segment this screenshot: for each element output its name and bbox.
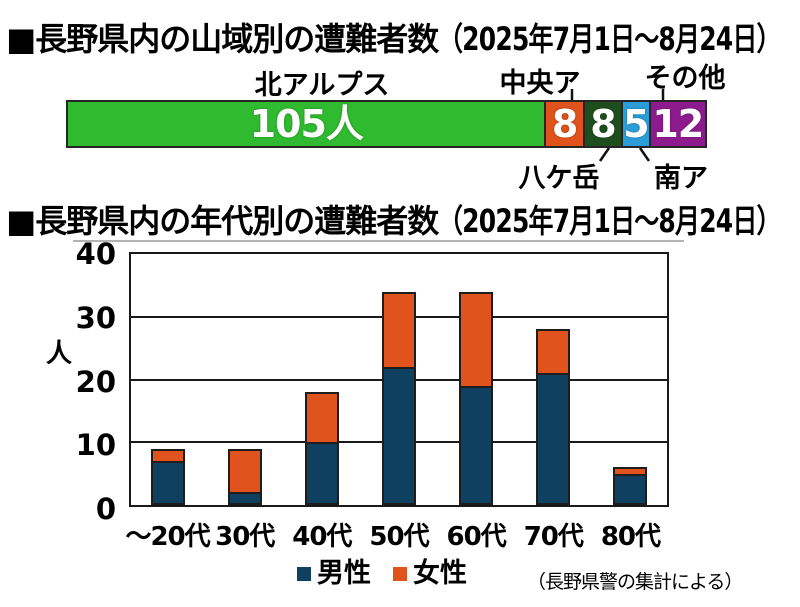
bar-male-～20代 xyxy=(150,461,185,505)
region-segment-1: 105人 xyxy=(68,102,545,146)
bar-female-40代 xyxy=(304,392,339,445)
bar-female-～20代 xyxy=(150,448,185,464)
bar-male-70代 xyxy=(536,373,571,505)
bar-male-50代 xyxy=(382,366,416,505)
x-tick-80代: 80代 xyxy=(600,522,661,552)
bar-female-60代 xyxy=(459,291,494,388)
region-segment-value: 8 xyxy=(551,102,578,146)
y-axis-unit-label: 人 xyxy=(46,339,73,369)
region-segment-4: 5 xyxy=(621,102,650,146)
label-sonota: その他 xyxy=(644,63,726,94)
x-tick-～20代: ～20代 xyxy=(125,522,210,552)
leader-yatsugatake xyxy=(598,147,611,162)
region-stacked-bar: 105人 8 8 5 12 xyxy=(66,100,707,148)
x-tick-50代: 50代 xyxy=(369,522,429,552)
bar-female-30代 xyxy=(227,448,262,495)
region-segment-5: 12 xyxy=(648,102,705,146)
age-chart-title-main: ■長野県内の年代別の遭難者数 xyxy=(6,202,439,240)
region-segment-value: 105人 xyxy=(249,102,364,146)
age-chart-title: ■長野県内の年代別の遭難者数（2025年7月1日～8月24日） xyxy=(6,196,800,242)
y-tick-20: 20 xyxy=(75,364,116,399)
source-note: （長野県警の集計による） xyxy=(527,571,743,593)
region-segment-3: 8 xyxy=(582,102,622,146)
legend-female-label: 女性 xyxy=(413,558,467,589)
region-segment-2: 8 xyxy=(544,102,583,146)
age-chart-plot-area xyxy=(129,252,669,507)
legend-male-label: 男性 xyxy=(317,558,371,589)
region-segment-value: 5 xyxy=(623,102,649,146)
label-minami-alps: 南ア xyxy=(654,163,708,194)
age-chart-legend: 男性 女性 xyxy=(297,560,467,588)
leader-minami-alps xyxy=(638,147,651,162)
y-tick-40: 40 xyxy=(75,237,116,271)
divider-line xyxy=(73,240,684,242)
x-tick-30代: 30代 xyxy=(215,522,275,552)
bar-male-80代 xyxy=(613,473,648,505)
legend-item-male: 男性 xyxy=(297,560,371,588)
male-color-swatch xyxy=(297,567,311,581)
label-yatsugatake: 八ケ岳 xyxy=(518,163,600,194)
region-chart-title-main: ■長野県内の山域別の遭難者数 xyxy=(6,20,439,58)
bar-female-50代 xyxy=(382,291,416,369)
y-tick-0: 0 xyxy=(95,492,116,526)
x-tick-60代: 60代 xyxy=(446,522,507,552)
label-kita-alps: 北アルプス xyxy=(254,70,390,101)
bar-female-80代 xyxy=(613,467,648,476)
female-color-swatch xyxy=(393,567,407,581)
region-chart-title-dates: （2025年7月1日～8月24日） xyxy=(438,20,782,58)
label-chuo-alps: 中央ア xyxy=(499,68,581,99)
region-segment-value: 8 xyxy=(590,102,616,146)
y-tick-30: 30 xyxy=(75,300,116,335)
legend-item-female: 女性 xyxy=(393,560,467,588)
x-tick-70代: 70代 xyxy=(523,522,584,552)
bar-male-40代 xyxy=(304,442,339,505)
region-segment-value: 12 xyxy=(652,102,704,146)
region-chart-title: ■長野県内の山域別の遭難者数（2025年7月1日～8月24日） xyxy=(6,14,800,60)
x-tick-40代: 40代 xyxy=(292,522,352,552)
bar-male-60代 xyxy=(459,385,494,505)
y-tick-10: 10 xyxy=(75,428,116,463)
bar-female-70代 xyxy=(536,329,571,376)
age-chart-title-dates: （2025年7月1日～8月24日） xyxy=(438,202,782,240)
